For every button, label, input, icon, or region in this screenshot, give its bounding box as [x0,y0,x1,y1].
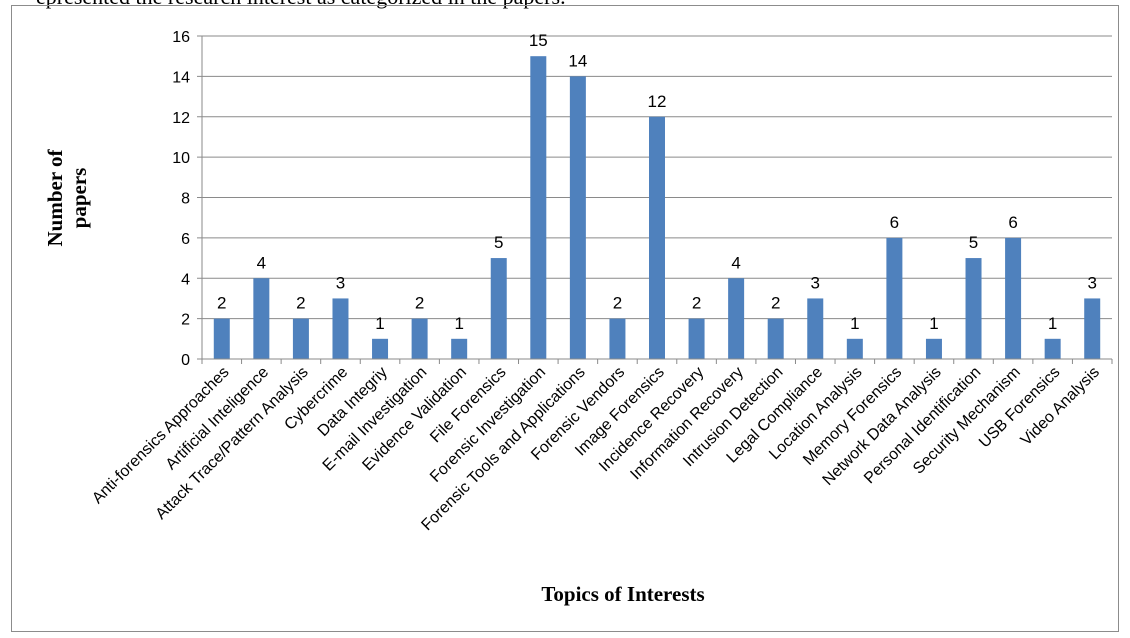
data-label: 6 [890,213,899,232]
bar [965,258,982,359]
y-tick-label: 14 [172,69,190,86]
data-label: 2 [692,294,701,313]
bar [728,278,745,359]
bars [213,56,1101,359]
chart-frame [11,5,1119,632]
y-tick-label: 0 [181,352,190,369]
bar [1005,237,1022,359]
bar [1044,338,1061,359]
data-label: 1 [1048,314,1057,333]
bar [411,318,428,359]
y-tick-label: 16 [172,29,190,46]
data-label: 2 [613,294,622,313]
bar [649,116,665,359]
y-tick-label: 2 [181,312,190,329]
caption-fragment: epresented the research interest as cate… [36,0,566,10]
bar [609,318,626,359]
data-label: 2 [771,294,780,313]
bar [372,338,389,359]
bar [925,338,942,359]
bar [846,338,863,359]
bar [569,76,586,359]
bar [451,338,468,359]
data-label: 2 [296,294,305,313]
data-label: 3 [811,273,820,292]
bar [332,298,349,359]
y-tick-label: 12 [172,110,190,127]
data-label: 2 [217,294,226,313]
data-label: 5 [494,233,503,252]
data-label: 12 [648,92,667,111]
y-tick-label: 6 [181,231,190,248]
data-label: 1 [929,314,938,333]
data-label: 4 [257,253,266,272]
data-label: 3 [336,273,345,292]
data-label: 1 [375,314,384,333]
data-label: 2 [415,294,424,313]
data-label: 6 [1008,213,1017,232]
bar [886,237,903,359]
x-axis-title: Topics of Interests [541,582,704,606]
data-label: 1 [454,314,463,333]
y-axis-title-line-1: Number of [43,148,67,246]
bar [807,298,824,359]
y-tick-label: 10 [172,150,190,167]
bar [530,56,547,359]
data-label: 14 [568,51,587,70]
bar [292,318,309,359]
data-label: 3 [1087,273,1096,292]
bar [253,278,270,359]
data-label: 5 [969,233,978,252]
x-tick-label: Attack Trace/Pattern Analysis [153,364,312,523]
bar [490,258,507,359]
bar [767,318,784,359]
y-tick-label: 8 [181,191,190,208]
bar [213,318,230,359]
data-label: 1 [850,314,859,333]
y-tick-label: 4 [181,271,190,288]
data-label: 4 [731,253,740,272]
y-axis: 0 2 4 6 8 10 12 14 16 [172,29,203,369]
y-axis-title-line-2: papers [67,168,91,229]
data-label: 15 [529,31,548,50]
bar [1084,298,1101,359]
bar [688,318,705,359]
